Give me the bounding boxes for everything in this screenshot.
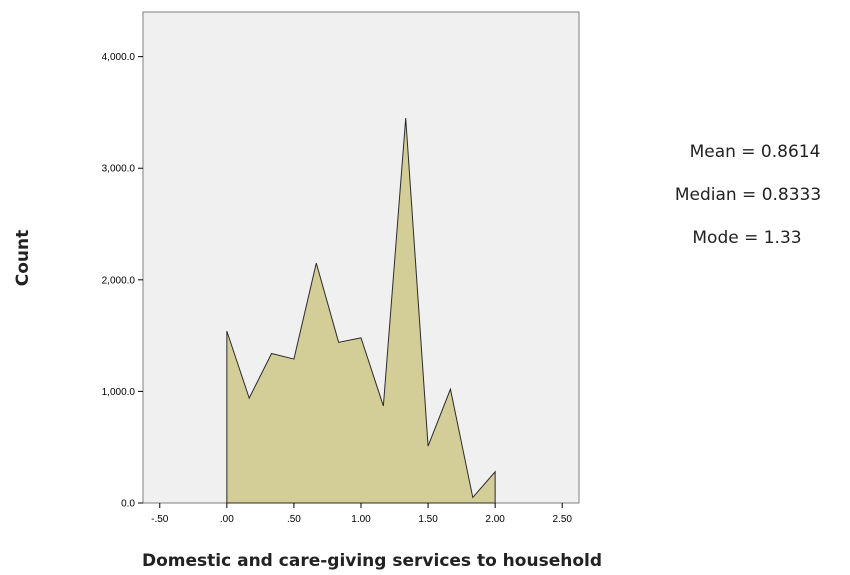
- x-tick-label: .50: [287, 514, 301, 525]
- x-axis-title: Domestic and care-giving services to hou…: [142, 551, 602, 571]
- stat-median: Median = 0.8333: [675, 185, 821, 205]
- y-tick-label: 3,000.0: [102, 164, 136, 175]
- x-tick-label: 2.50: [552, 514, 572, 525]
- x-tick-label: 2.00: [485, 514, 505, 525]
- x-tick-label: -.50: [151, 514, 169, 525]
- area-layer: [226, 117, 496, 504]
- y-tick-label: 0.0: [121, 499, 135, 510]
- y-tick-label: 4,000.0: [102, 52, 136, 63]
- y-tick-label: 2,000.0: [102, 275, 136, 286]
- x-tick-label: 1.00: [351, 514, 371, 525]
- area-fill: [226, 117, 496, 504]
- x-tick-label: 1.50: [418, 514, 438, 525]
- axes-layer: 0.0 1,000.0 2,000.0 3,000.0 4,000.0 -.50 .00 .5…: [102, 52, 573, 525]
- y-tick-label: 1,000.0: [102, 387, 136, 398]
- stat-mode: Mode = 1.33: [692, 228, 801, 248]
- stat-mean: Mean = 0.8614: [690, 142, 821, 162]
- x-tick-label: .00: [220, 514, 234, 525]
- y-axis-title: Count: [13, 230, 33, 287]
